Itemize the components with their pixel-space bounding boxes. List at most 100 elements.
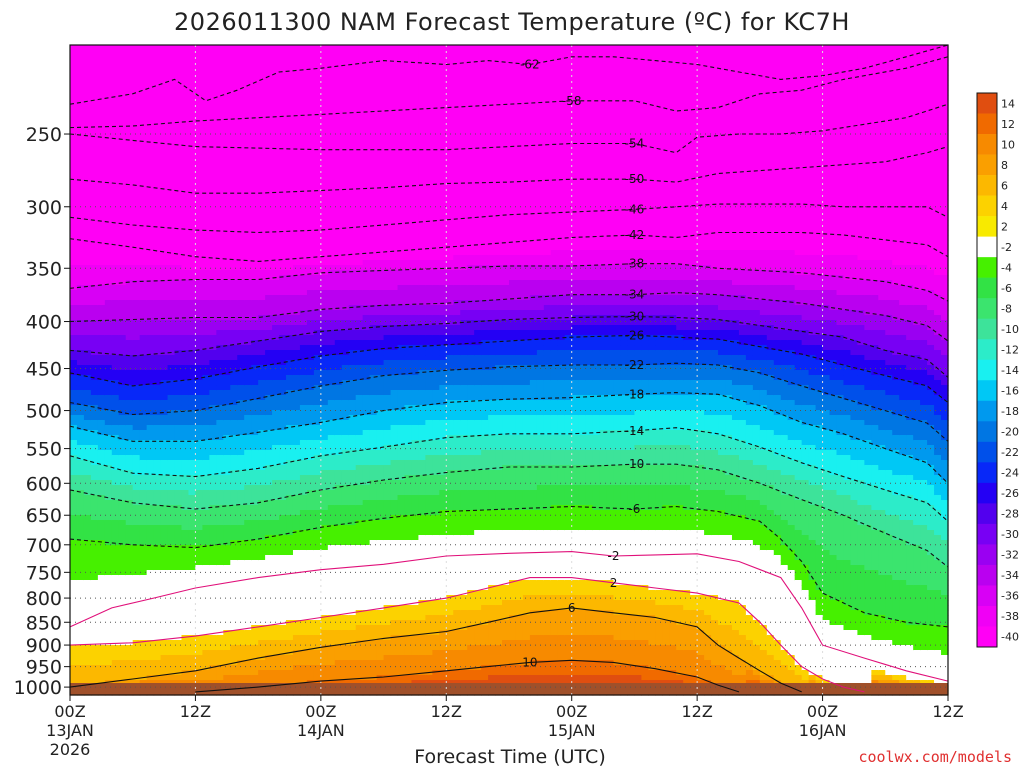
field-cell	[195, 420, 203, 426]
field-cell	[230, 525, 238, 531]
field-cell	[90, 75, 99, 81]
field-cell	[265, 470, 273, 476]
field-cell	[97, 465, 106, 471]
field-cell	[188, 55, 197, 61]
field-cell	[111, 290, 120, 296]
field-cell	[167, 95, 176, 101]
field-cell	[320, 330, 329, 336]
field-cell	[160, 265, 169, 271]
field-cell	[90, 460, 99, 466]
field-cell	[251, 325, 259, 331]
field-cell	[83, 135, 92, 141]
field-cell	[223, 490, 231, 496]
field-cell	[209, 110, 217, 116]
field-cell	[251, 100, 259, 106]
field-cell	[132, 195, 141, 201]
field-cell	[306, 495, 315, 501]
field-cell	[188, 120, 197, 126]
field-cell	[230, 75, 238, 81]
field-cell	[146, 355, 155, 361]
field-cell	[167, 270, 176, 276]
field-cell	[209, 605, 217, 611]
field-cell	[320, 500, 329, 506]
field-cell	[111, 615, 120, 621]
field-cell	[90, 160, 99, 166]
field-cell	[258, 245, 266, 251]
field-cell	[139, 425, 148, 431]
field-cell	[209, 285, 217, 291]
field-cell	[334, 250, 343, 256]
field-cell	[265, 295, 273, 301]
field-cell	[272, 345, 280, 351]
field-cell	[153, 280, 162, 286]
field-cell	[181, 80, 190, 86]
field-cell	[286, 615, 294, 621]
field-cell	[279, 75, 287, 81]
field-cell	[299, 540, 308, 546]
field-cell	[181, 505, 190, 511]
field-cell	[209, 665, 217, 671]
field-cell	[70, 250, 78, 256]
field-cell	[313, 175, 322, 181]
field-cell	[237, 475, 245, 481]
field-cell	[237, 170, 245, 176]
field-cell	[76, 635, 85, 641]
field-cell	[146, 105, 155, 111]
field-cell	[104, 650, 113, 656]
field-cell	[132, 340, 141, 346]
field-cell	[174, 410, 183, 416]
field-cell	[265, 265, 273, 271]
field-cell	[209, 95, 217, 101]
field-cell	[132, 460, 141, 466]
field-cell	[195, 180, 203, 186]
field-cell	[111, 75, 120, 81]
field-cell	[265, 535, 273, 541]
field-cell	[279, 470, 287, 476]
field-cell	[299, 285, 308, 291]
field-cell	[83, 640, 92, 646]
field-cell	[125, 655, 134, 661]
field-cell	[306, 340, 315, 346]
field-cell	[299, 490, 308, 496]
field-cell	[286, 505, 294, 511]
field-cell	[292, 620, 301, 626]
field-cell	[76, 390, 85, 396]
field-cell	[90, 670, 99, 676]
field-cell	[70, 465, 78, 471]
field-cell	[230, 590, 238, 596]
field-cell	[327, 430, 336, 436]
field-cell	[279, 90, 287, 96]
field-cell	[286, 320, 294, 326]
field-cell	[167, 180, 176, 186]
field-cell	[160, 155, 169, 161]
field-cell	[320, 210, 329, 216]
field-cell	[70, 160, 78, 166]
field-cell	[160, 195, 169, 201]
field-cell	[299, 60, 308, 66]
field-cell	[125, 460, 134, 466]
field-cell	[334, 300, 343, 306]
field-cell	[202, 360, 210, 366]
field-cell	[223, 360, 231, 366]
field-cell	[118, 320, 127, 326]
field-cell	[139, 370, 148, 376]
field-cell	[292, 460, 301, 466]
field-cell	[279, 515, 287, 521]
field-cell	[272, 105, 280, 111]
field-cell	[97, 625, 106, 631]
field-cell	[313, 655, 322, 661]
field-cell	[223, 195, 231, 201]
field-cell	[258, 280, 266, 286]
field-cell	[188, 540, 197, 546]
field-cell	[118, 530, 127, 536]
field-cell	[327, 410, 336, 416]
field-cell	[244, 505, 252, 511]
field-cell	[76, 215, 85, 221]
field-cell	[313, 665, 322, 671]
field-cell	[132, 645, 141, 651]
field-cell	[111, 605, 120, 611]
field-cell	[299, 185, 308, 191]
field-cell	[334, 285, 343, 291]
field-cell	[174, 580, 183, 586]
field-cell	[174, 630, 183, 636]
